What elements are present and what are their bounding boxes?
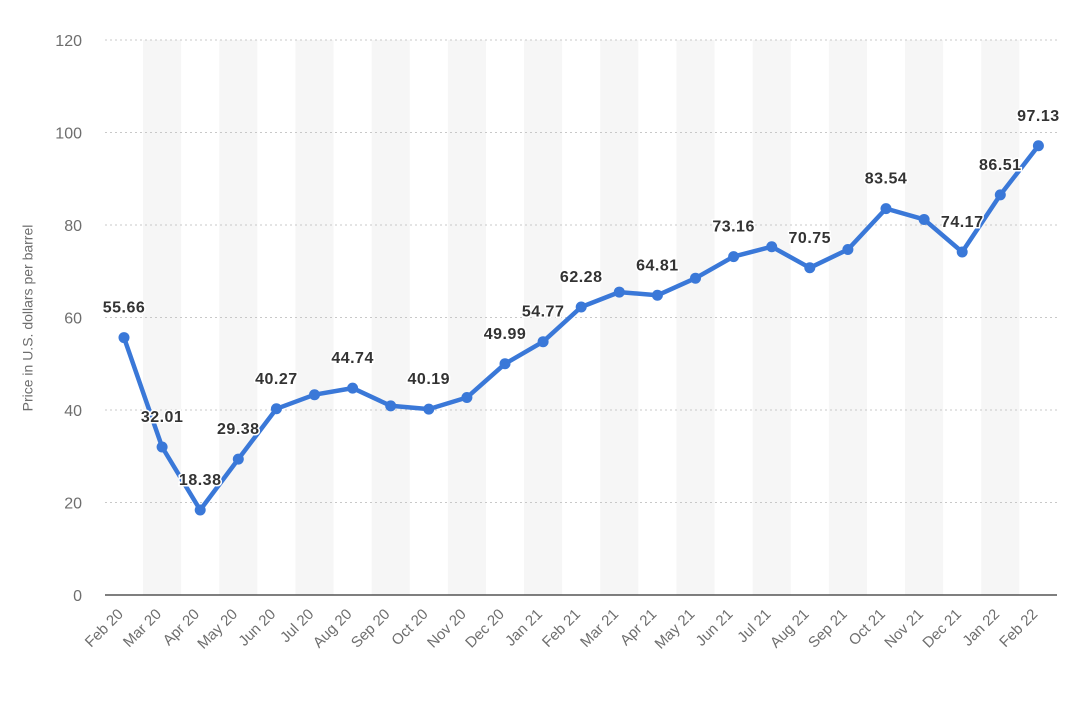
data-point[interactable]	[728, 251, 740, 263]
data-point[interactable]	[309, 389, 320, 401]
data-point[interactable]	[347, 382, 359, 394]
data-point[interactable]	[1032, 140, 1044, 152]
data-point[interactable]	[651, 289, 663, 301]
x-tick-label: Mar 20	[120, 606, 165, 651]
data-point[interactable]	[537, 336, 549, 348]
data-point[interactable]	[880, 203, 892, 215]
data-point[interactable]	[766, 241, 778, 253]
x-tick-label: Feb 22	[996, 606, 1041, 651]
data-point[interactable]	[499, 358, 511, 370]
x-tick-label: Jan 22	[959, 606, 1003, 650]
data-label: 62.28	[560, 269, 603, 286]
data-label: 32.01	[141, 409, 184, 426]
data-label: 97.13	[1017, 108, 1060, 125]
x-tick-label: Oct 20	[388, 606, 431, 649]
y-tick-label: 60	[64, 311, 82, 328]
data-point[interactable]	[118, 332, 130, 344]
data-label: 40.27	[255, 371, 298, 388]
data-label: 40.19	[408, 371, 451, 388]
x-tick-label: Mar 21	[577, 606, 622, 651]
data-point[interactable]	[461, 392, 473, 404]
category-band	[143, 40, 182, 595]
x-tick-label: Feb 20	[82, 606, 127, 651]
x-tick-label: Sep 21	[805, 606, 851, 652]
grid-lines	[105, 39, 1057, 503]
y-tick-label: 0	[73, 588, 82, 605]
x-tick-label: Nov 20	[424, 606, 470, 652]
x-tick-label: Feb 21	[539, 606, 584, 651]
data-point[interactable]	[804, 262, 816, 274]
data-label: 55.66	[103, 300, 146, 317]
x-tick-label: Jun 21	[693, 606, 737, 650]
data-point[interactable]	[842, 244, 854, 256]
y-tick-label: 40	[64, 403, 82, 420]
data-label: 29.38	[217, 421, 260, 438]
data-point[interactable]	[918, 213, 930, 225]
y-tick-label: 20	[64, 496, 82, 513]
x-tick-label: Oct 21	[846, 606, 889, 649]
y-axis-title: Price in U.S. dollars per barrel	[19, 224, 35, 412]
series-line	[121, 143, 1041, 513]
y-tick-label: 80	[64, 218, 82, 235]
data-label: 86.51	[979, 157, 1022, 174]
data-point[interactable]	[232, 453, 244, 465]
y-tick-label: 100	[55, 126, 82, 143]
x-tick-label: Jan 21	[502, 606, 546, 650]
data-label: 83.54	[865, 171, 908, 188]
data-point[interactable]	[956, 246, 968, 258]
data-label: 74.17	[941, 214, 984, 231]
data-point[interactable]	[156, 441, 168, 453]
data-point[interactable]	[194, 504, 206, 516]
data-point[interactable]	[385, 400, 397, 412]
y-tick-label: 120	[55, 33, 82, 50]
x-tick-label: Dec 20	[462, 606, 508, 652]
x-tick-label: May 21	[652, 606, 699, 653]
data-point[interactable]	[690, 272, 701, 284]
data-label: 54.77	[522, 304, 565, 321]
data-label: 73.16	[712, 219, 755, 236]
x-tick-label: Sep 20	[348, 606, 394, 652]
data-point[interactable]	[423, 403, 435, 415]
x-tick-label: Nov 21	[881, 606, 927, 652]
data-label: 49.99	[484, 326, 527, 343]
data-point[interactable]	[270, 403, 282, 415]
y-axis-ticks: 0 20 40 60 80 100 120	[55, 33, 82, 605]
data-label: 44.74	[331, 350, 374, 367]
data-label: 70.75	[789, 230, 832, 247]
x-tick-label: Aug 21	[767, 606, 813, 652]
x-tick-label: Jun 20	[235, 606, 279, 650]
data-point[interactable]	[575, 301, 587, 313]
data-label: 64.81	[636, 257, 679, 274]
data-point[interactable]	[613, 286, 625, 298]
data-label: 18.38	[179, 472, 222, 489]
x-tick-label: May 20	[194, 606, 241, 653]
x-tick-label: Aug 20	[310, 606, 356, 652]
data-points	[118, 140, 1044, 516]
data-point[interactable]	[994, 189, 1006, 201]
series-line-group	[121, 143, 1041, 513]
x-tick-label: Dec 21	[919, 606, 965, 652]
data-labels: 55.66 32.01 18.38 29.38 40.27 44.74 40.19 49.99…	[101, 106, 1060, 490]
